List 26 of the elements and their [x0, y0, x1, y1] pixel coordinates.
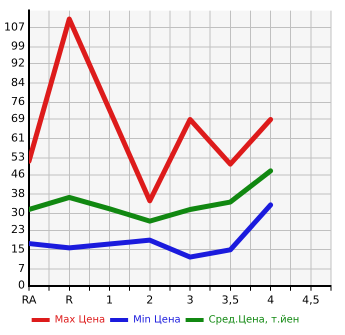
y-tick-label: 15	[10, 242, 25, 256]
legend-label: Max Цена	[54, 314, 106, 326]
y-tick-label: 23	[10, 223, 25, 236]
y-tick-label: 7	[18, 262, 25, 275]
y-tick-label: 76	[10, 95, 25, 108]
y-tick-label: 53	[10, 150, 25, 164]
y-tick-label: 30	[10, 206, 25, 220]
x-tick-label: 4	[267, 293, 274, 306]
x-tick-label: 2	[146, 293, 154, 306]
x-tick-label: 4,5	[302, 293, 320, 306]
x-tick-label: R	[65, 293, 74, 306]
legend-label: Min Цена	[133, 314, 181, 326]
x-tick-label: 1	[106, 293, 114, 306]
y-tick-label: 0	[18, 278, 25, 292]
y-tick-label: 92	[10, 56, 25, 70]
y-tick-label: 69	[10, 112, 25, 126]
x-tick-label: RA	[22, 293, 37, 306]
legend-label: Сред.Цена, т.йен	[208, 314, 300, 326]
x-tick-label: 3,5	[222, 293, 240, 306]
y-tick-label: 99	[10, 40, 25, 53]
y-tick-label: 107	[4, 20, 25, 34]
y-tick-label: 61	[10, 131, 25, 144]
y-tick-label: 46	[10, 168, 25, 181]
x-tick-label: 3	[186, 293, 194, 306]
y-tick-label: 84	[10, 76, 25, 89]
y-tick-label: 38	[10, 186, 25, 200]
